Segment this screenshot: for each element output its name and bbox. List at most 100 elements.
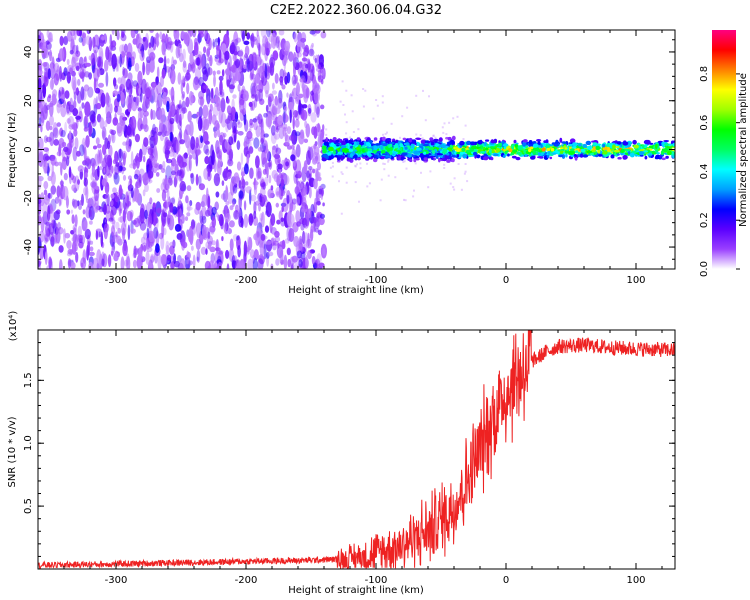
heatmap-cell [571, 146, 577, 149]
heatmap-cell [300, 110, 305, 120]
heatmap-cell [443, 122, 446, 125]
heatmap-cell [71, 56, 76, 68]
heatmap-cell [253, 120, 258, 131]
heatmap-cell [38, 201, 42, 215]
heatmap-cell [68, 104, 75, 113]
heatmap-cell [613, 149, 620, 153]
heatmap-cell [64, 232, 71, 239]
heatmap-cell [120, 161, 125, 175]
heatmap-cell [565, 153, 568, 158]
heatmap-cell [70, 209, 74, 214]
heatmap-cell [228, 136, 234, 146]
heatmap-cell [145, 96, 150, 109]
heatmap-cell [233, 210, 240, 220]
heatmap-cell [298, 131, 305, 145]
heatmap-cell [63, 228, 66, 244]
heatmap-cell [50, 171, 56, 186]
heatmap-cell [310, 225, 314, 233]
heatmap-cell [259, 217, 262, 232]
heatmap-cell [158, 57, 164, 64]
heatmap-cell [364, 147, 368, 152]
heatmap-cell [602, 143, 606, 148]
x-tick-label: -100 [365, 275, 388, 286]
heatmap-cell [269, 62, 275, 76]
heatmap-cell [365, 158, 370, 161]
heatmap-cell [182, 75, 185, 84]
heatmap-cell [135, 181, 141, 189]
heatmap-cell [381, 95, 384, 98]
heatmap-cell [308, 186, 312, 199]
heatmap-cell [283, 56, 288, 63]
heatmap-cell [672, 142, 675, 147]
heatmap-cell [345, 181, 348, 184]
heatmap-cell [95, 137, 100, 145]
heatmap-cell [69, 49, 74, 55]
heatmap-cell [149, 197, 153, 205]
heatmap-cell [64, 121, 67, 134]
heatmap-cell [183, 32, 189, 45]
heatmap-cell [401, 115, 404, 118]
heatmap-cell [161, 221, 165, 238]
heatmap-cell [249, 189, 252, 205]
heatmap-cell [117, 148, 124, 162]
heatmap-cell [71, 184, 77, 192]
heatmap-cell [302, 230, 306, 244]
heatmap-cell [139, 207, 145, 224]
heatmap-cell [116, 126, 123, 137]
snr-panel: -300 -200 -100 0 100 0.5 1.0 1.5 (x10⁴) Height … [7, 311, 676, 596]
heatmap-cell [108, 168, 113, 177]
heatmap-cell [298, 61, 303, 69]
heatmap-cell [256, 158, 260, 167]
heatmap-cell [629, 147, 633, 150]
heatmap-cell [471, 145, 477, 150]
heatmap-cell [169, 117, 175, 125]
heatmap-cell [373, 145, 378, 151]
heatmap-cell [83, 56, 87, 63]
heatmap-cell [253, 201, 257, 214]
heatmap-cell [48, 102, 54, 108]
heatmap-cell [644, 155, 648, 160]
heatmap-cell [74, 137, 79, 150]
heatmap-cell [125, 253, 130, 266]
heatmap-cell [460, 188, 463, 191]
heatmap-cell [232, 55, 237, 62]
heatmap-cell [470, 141, 475, 144]
heatmap-cell [340, 157, 344, 161]
heatmap-cell [321, 128, 325, 139]
heatmap-cell [386, 138, 392, 142]
heatmap-cell [256, 231, 260, 238]
heatmap-cell [49, 101, 54, 117]
heatmap-cell [300, 201, 307, 211]
heatmap-cell [87, 198, 91, 206]
heatmap-cell [283, 60, 286, 70]
heatmap-cell [126, 195, 130, 209]
heatmap-cell [147, 213, 152, 229]
heatmap-cell [403, 160, 406, 163]
heatmap-cell [132, 259, 137, 269]
heatmap-cell [291, 91, 295, 97]
heatmap-cell [83, 186, 88, 196]
heatmap-cell [50, 185, 57, 195]
heatmap-cell [93, 202, 99, 213]
heatmap-cell [284, 134, 290, 146]
heatmap-cell [447, 136, 452, 141]
heatmap-cell [352, 145, 356, 151]
heatmap-cell [413, 189, 415, 192]
heatmap-cell [273, 133, 281, 140]
heatmap-cell [362, 88, 365, 90]
heatmap-cell [532, 143, 539, 148]
heatmap-cell [38, 35, 41, 43]
heatmap-cell [96, 102, 102, 110]
heatmap-cell [47, 192, 53, 199]
heatmap-cell [595, 145, 601, 151]
heatmap-cell [126, 125, 132, 136]
heatmap-cell [283, 105, 288, 112]
heatmap-cell [196, 249, 201, 263]
heatmap-cell [132, 127, 136, 138]
heatmap-cell [66, 240, 72, 249]
heatmap-cell [78, 36, 84, 43]
colorbar-label: Normalized spectral amplitude [738, 73, 749, 227]
heatmap-cell [578, 143, 582, 147]
heatmap-cell [251, 85, 257, 98]
